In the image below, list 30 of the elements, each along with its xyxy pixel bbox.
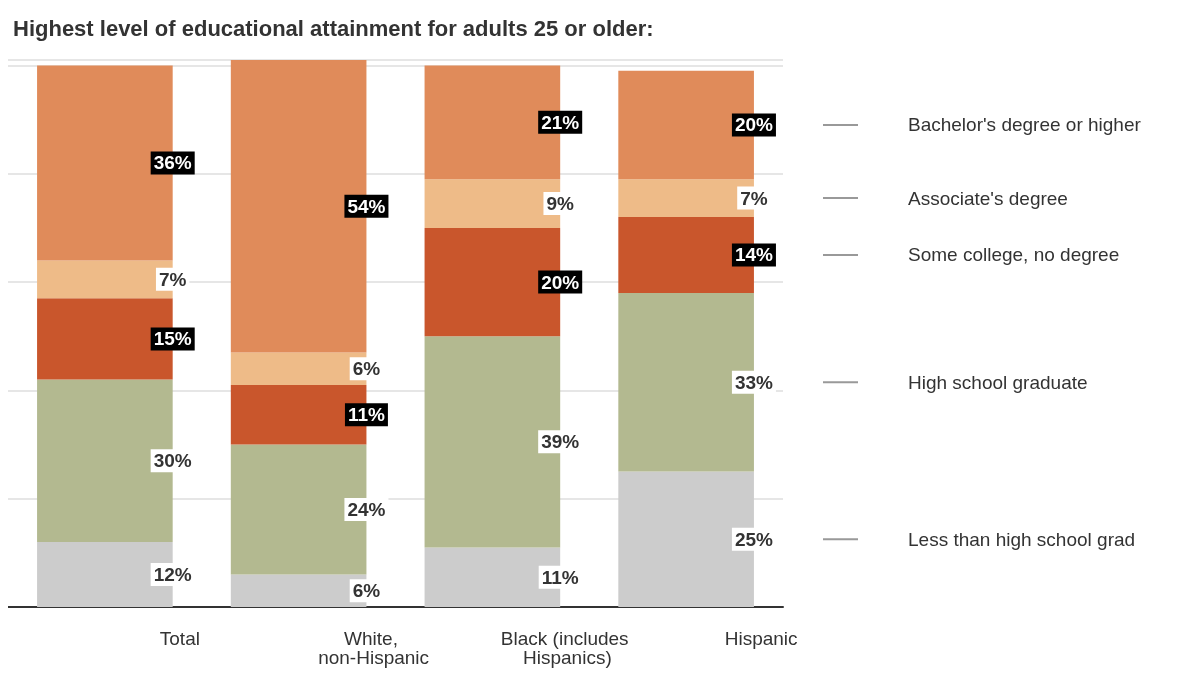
data-label: 33% (734, 371, 774, 393)
data-label: 24% (347, 499, 386, 521)
data-label: 11% (541, 566, 579, 588)
data-label: 36% (153, 152, 192, 174)
data-label: 20% (734, 114, 774, 136)
data-label: 7% (740, 187, 768, 209)
text: High school graduate (908, 371, 1088, 393)
chart-title: Highest level of educational attainment for adults 25 or older: (13, 15, 654, 41)
x-tick-label: White, non-Hispanic (318, 628, 430, 668)
text: Bachelor's degree or higher (908, 114, 1142, 136)
data-label: 12% (153, 564, 192, 586)
data-label: 54% (347, 195, 386, 217)
data-label: 25% (734, 528, 774, 550)
data-label: 9% (546, 193, 575, 215)
text: Associate's degree (908, 187, 1068, 209)
data-label: 6% (352, 358, 381, 380)
data-label: 6% (352, 580, 381, 602)
text: Less than high school grad (908, 528, 1136, 550)
data-label: 11% (347, 404, 386, 426)
text: Some college, no degree (908, 244, 1120, 266)
data-label: 30% (153, 450, 192, 472)
data-label: 7% (158, 268, 187, 290)
x-tick-label: Black (includes Hispanics) (500, 628, 634, 668)
data-label: 39% (541, 431, 580, 453)
data-label: 15% (153, 328, 192, 350)
x-tick-label: Total (159, 628, 200, 649)
x-tick-label: Hispanic (724, 628, 798, 649)
data-label: 20% (541, 271, 580, 293)
data-label: 21% (541, 111, 580, 133)
data-label: 14% (734, 244, 774, 266)
